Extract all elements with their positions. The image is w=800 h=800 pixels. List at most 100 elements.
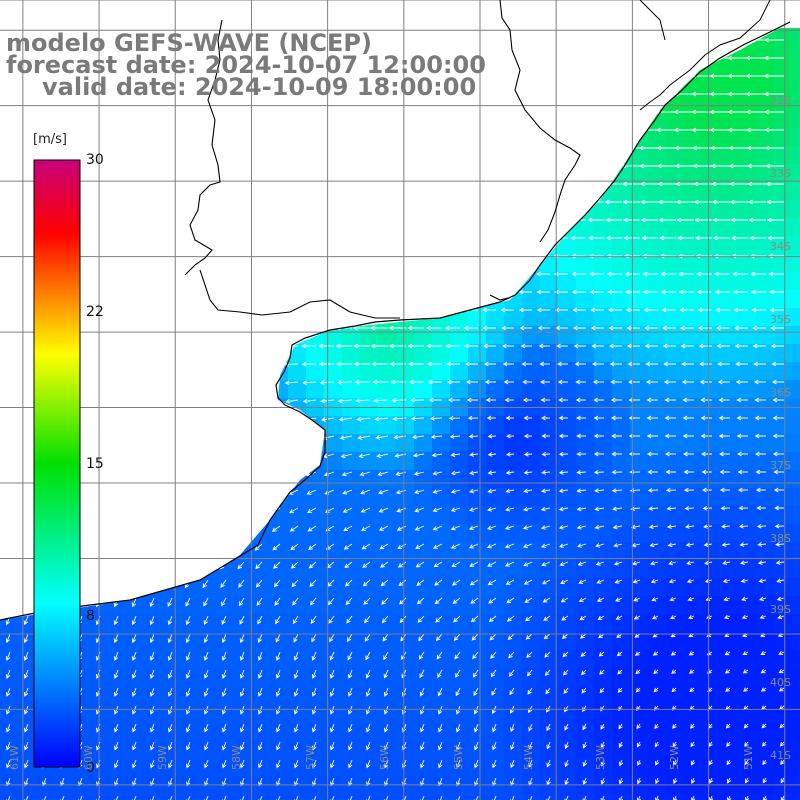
wind-arrow: [541, 415, 550, 421]
wind-speed-cell: [684, 218, 703, 237]
wind-speed-cell: [576, 290, 595, 309]
wind-arrow: [24, 777, 29, 787]
wind-speed-cell: [792, 218, 800, 237]
wind-arrow: [486, 415, 496, 421]
wind-arrow: [651, 615, 659, 620]
wind-arrow: [347, 669, 353, 679]
wind-speed-cell: [684, 236, 703, 255]
wind-arrow: [473, 723, 479, 733]
wind-arrow: [576, 525, 587, 530]
wind-arrow: [581, 669, 587, 676]
wind-arrow: [767, 235, 784, 241]
wind-arrow: [640, 217, 658, 223]
wind-arrow: [769, 307, 784, 313]
wind-arrow: [132, 777, 137, 787]
wind-speed-cell: [648, 272, 667, 291]
wind-arrow: [576, 451, 587, 457]
wind-arrow: [735, 379, 748, 385]
lat-label-32s: 32S: [770, 94, 791, 107]
wind-speed-cell: [774, 28, 793, 39]
wind-speed-cell: [792, 506, 800, 525]
wind-arrow: [561, 633, 569, 639]
wind-arrow: [609, 343, 622, 349]
wind-speed-cell: [468, 578, 487, 597]
wind-speed-cell: [666, 254, 685, 273]
wind-speed-cell: [270, 686, 289, 705]
wind-arrow: [371, 361, 388, 367]
wind-speed-cell: [126, 632, 145, 651]
wind-arrow: [576, 506, 587, 512]
wind-arrow: [487, 525, 497, 530]
wind-speed-cell: [252, 632, 271, 651]
wind-speed-cell: [738, 236, 757, 255]
wind-speed-cell: [630, 488, 649, 507]
wind-arrow: [348, 741, 353, 751]
wind-speed-cell: [648, 704, 667, 723]
wind-speed-cell: [216, 722, 235, 741]
wind-speed-cell: [612, 362, 631, 381]
wind-arrow: [275, 615, 281, 625]
wind-speed-cell: [648, 326, 667, 345]
wind-arrow: [737, 487, 748, 493]
wind-arrow: [708, 759, 713, 766]
wind-arrow: [607, 307, 622, 313]
wind-speed-cell: [576, 218, 595, 237]
wind-arrow: [773, 469, 784, 475]
wind-arrow: [722, 578, 731, 584]
wind-arrow: [779, 723, 785, 729]
wind-arrow: [750, 271, 766, 277]
wind-speed-cell: [720, 470, 739, 489]
wind-arrow: [417, 615, 425, 623]
wind-arrow: [582, 741, 587, 749]
wind-speed-cell: [198, 578, 217, 597]
wind-arrow: [732, 271, 748, 277]
wind-arrow: [598, 651, 605, 657]
wind-speed-cell: [576, 362, 595, 381]
wind-arrow: [132, 759, 137, 769]
wind-speed-cell: [720, 380, 739, 399]
wind-speed-cell: [720, 56, 739, 75]
wind-speed-cell: [198, 614, 217, 633]
wind-speed-cell: [774, 506, 793, 525]
wind-arrow: [254, 543, 263, 551]
wind-arrow: [664, 433, 676, 439]
wind-speed-cell: [414, 722, 433, 741]
wind-arrow: [409, 379, 424, 385]
wind-arrow: [365, 651, 371, 661]
wind-arrow: [407, 325, 424, 331]
wind-speed-cell: [486, 416, 505, 435]
wind-arrow: [361, 543, 371, 550]
wind-arrow: [275, 651, 281, 662]
wind-arrow: [645, 361, 658, 367]
wind-arrow: [435, 615, 443, 623]
wind-speed-cell: [270, 740, 289, 759]
wind-speed-cell: [702, 326, 721, 345]
wind-arrow: [450, 452, 461, 458]
wind-arrow: [659, 235, 676, 241]
wind-speed-cell: [684, 416, 703, 435]
wind-speed-cell: [774, 326, 793, 345]
wind-arrow: [771, 361, 784, 367]
wind-speed-cell: [702, 380, 721, 399]
wind-arrow: [416, 597, 425, 605]
wind-arrow: [644, 325, 658, 331]
wind-speed-cell: [720, 686, 739, 705]
wind-speed-cell: [720, 146, 739, 165]
wind-arrow: [384, 777, 389, 787]
wind-arrow: [536, 289, 550, 295]
wind-arrow: [520, 343, 532, 349]
wind-arrow: [469, 488, 479, 494]
wind-speed-cell: [486, 362, 505, 381]
wind-speed-cell: [684, 470, 703, 489]
wind-arrow: [689, 687, 695, 693]
wind-speed-cell: [774, 290, 793, 309]
wind-speed-cell: [270, 614, 289, 633]
wind-speed-cell: [702, 362, 721, 381]
wind-arrow: [594, 488, 605, 493]
wind-arrow: [472, 651, 479, 660]
wind-speed-cell: [612, 632, 631, 651]
wind-speed-cell: [738, 758, 757, 777]
wind-speed-cell: [576, 434, 595, 453]
wind-speed-cell: [468, 380, 487, 399]
wind-arrow: [546, 723, 551, 732]
